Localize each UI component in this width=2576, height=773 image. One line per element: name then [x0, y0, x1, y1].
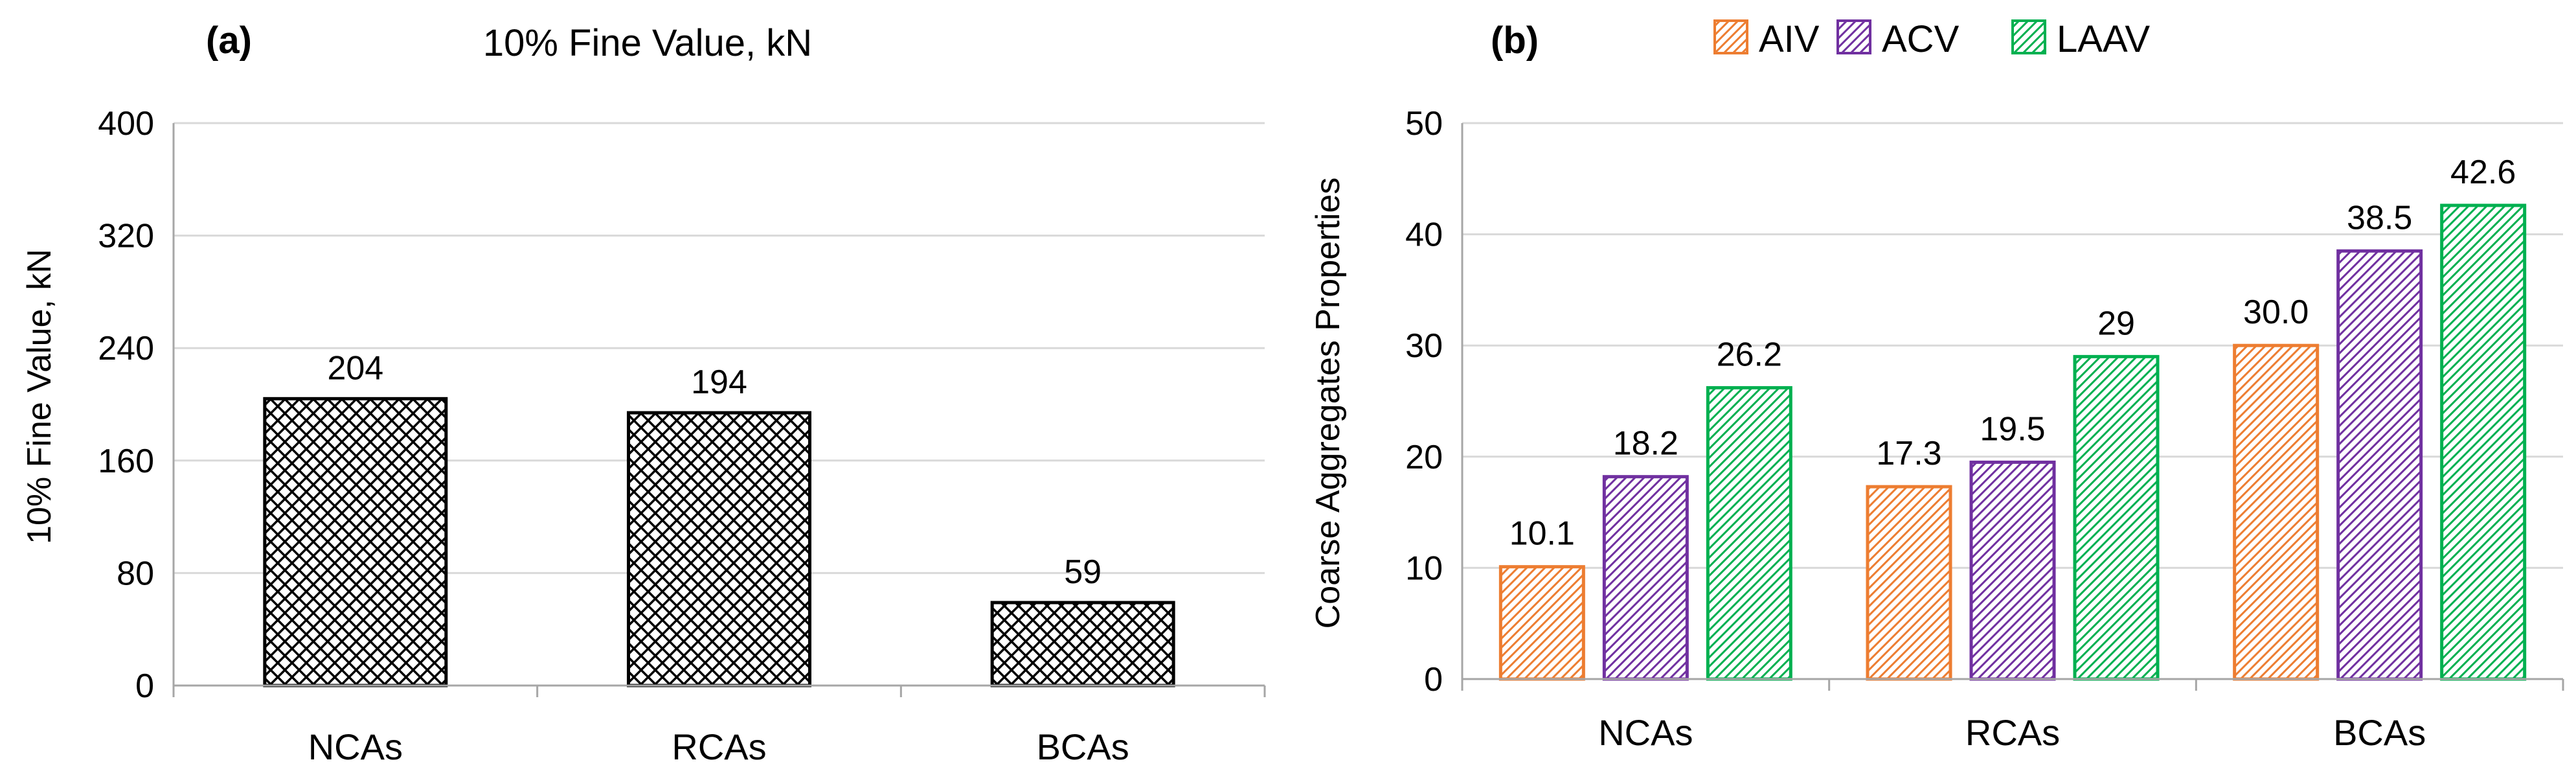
x-tick-label: NCAs: [308, 726, 403, 767]
data-label: 42.6: [2450, 154, 2516, 191]
y-tick-label: 30: [1405, 327, 1443, 365]
x-tick-label: RCAs: [672, 726, 766, 767]
panel-b-label: (b): [1491, 19, 1539, 62]
bar: [263, 397, 448, 687]
legend-swatch-acv: [1836, 19, 1871, 54]
y-tick-label: 20: [1405, 439, 1443, 476]
chart-a: (a) 10% Fine Value, kN 10% Fine Value, k…: [21, 19, 1266, 767]
data-label: 204: [327, 349, 383, 387]
bar-acv: [2336, 249, 2423, 681]
data-label: 38.5: [2347, 199, 2412, 237]
data-label: 59: [1064, 553, 1102, 591]
x-tick-label: RCAs: [1965, 712, 2060, 753]
y-tick-label: 160: [98, 443, 154, 480]
data-label: 19.5: [1980, 410, 2045, 448]
y-tick-label: 80: [117, 555, 154, 592]
legend-label: ACV: [1882, 18, 1960, 60]
x-tick-label: BCAs: [2333, 712, 2426, 753]
y-tick-label: 0: [1424, 661, 1443, 698]
panel-a-label: (a): [206, 19, 252, 62]
data-label: 26.2: [1717, 336, 1782, 373]
chart-a-title: 10% Fine Value, kN: [483, 22, 812, 64]
data-label: 10.1: [1509, 515, 1575, 553]
bar-acv: [1602, 475, 1689, 681]
data-label: 17.3: [1876, 435, 1941, 472]
bar-laav: [2073, 354, 2160, 681]
data-label: 30.0: [2243, 294, 2309, 331]
y-tick-label: 50: [1405, 105, 1443, 143]
data-label: 29: [2097, 305, 2135, 342]
legend-label: LAAV: [2057, 18, 2150, 60]
bar-laav: [2440, 203, 2527, 681]
bar-laav: [1706, 386, 1792, 681]
chart-a-y-axis-title: 10% Fine Value, kN: [21, 249, 58, 544]
y-tick-label: 0: [135, 667, 154, 705]
chart-b: (b) Coarse Aggregates Properties AIV ACV L…: [1309, 18, 2564, 753]
legend-label: AIV: [1759, 18, 1820, 60]
bar-aiv: [2233, 343, 2320, 681]
x-tick-label: NCAs: [1598, 712, 1693, 753]
bar-acv: [1969, 460, 2056, 681]
data-label: 194: [691, 363, 747, 401]
y-tick-label: 240: [98, 330, 154, 367]
data-label: 18.2: [1613, 425, 1678, 463]
bar: [990, 601, 1175, 687]
bar-aiv: [1498, 565, 1585, 681]
legend-swatch-aiv: [1713, 19, 1748, 54]
bar: [627, 411, 811, 687]
y-tick-label: 40: [1405, 216, 1443, 254]
y-tick-label: 10: [1405, 549, 1443, 587]
y-tick-label: 320: [98, 218, 154, 255]
x-tick-label: BCAs: [1037, 726, 1129, 767]
y-tick-label: 400: [98, 105, 154, 143]
bar-aiv: [1866, 485, 1952, 681]
legend: AIV ACV LAAV: [1713, 18, 2150, 60]
legend-swatch-laav: [2011, 19, 2046, 54]
chart-b-y-axis-title: Coarse Aggregates Properties: [1309, 178, 1347, 629]
